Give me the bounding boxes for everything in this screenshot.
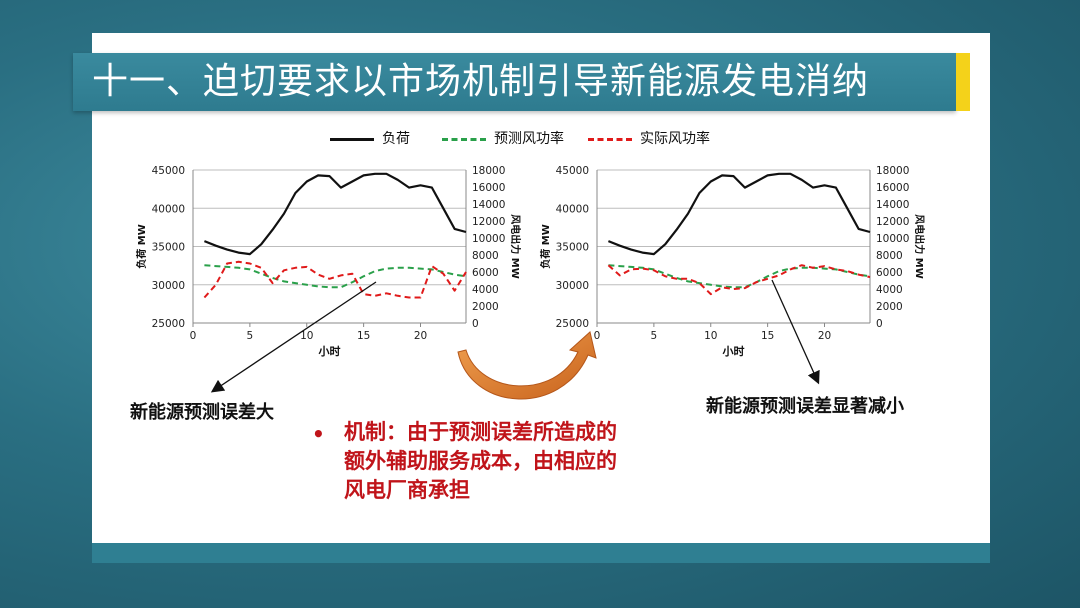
y-axis-label: 负荷 MW — [135, 224, 148, 268]
y-tick-label: 35000 — [152, 242, 185, 254]
title-accent-bar — [956, 53, 970, 111]
y2-tick-label: 16000 — [876, 182, 909, 194]
bullet-point: • 机制：由于预测误差所造成的 额外辅助服务成本，由相应的 风电厂商承担 — [312, 418, 712, 505]
y-tick-label: 25000 — [556, 318, 589, 330]
y2-tick-label: 2000 — [472, 301, 499, 313]
x-axis-label: 小时 — [722, 344, 745, 358]
bullet-line-3: 风电厂商承担 — [344, 478, 470, 502]
x-tick-label: 10 — [704, 330, 717, 342]
legend-swatch-actual — [588, 138, 632, 141]
slide-background — [92, 33, 990, 543]
legend-label-load: 负荷 — [382, 131, 410, 147]
y2-tick-label: 16000 — [472, 182, 505, 194]
x-tick-label: 5 — [651, 330, 658, 342]
y2-tick-label: 6000 — [876, 267, 903, 279]
x-tick-label: 0 — [190, 330, 197, 342]
y2-tick-label: 2000 — [876, 301, 903, 313]
y2-tick-label: 14000 — [472, 199, 505, 211]
y2-axis-label: 风电出力 MW — [509, 214, 522, 278]
y2-tick-label: 10000 — [472, 233, 505, 245]
legend-swatch-load — [330, 138, 374, 141]
y2-tick-label: 8000 — [876, 250, 903, 262]
y2-tick-label: 18000 — [472, 165, 505, 177]
y2-tick-label: 12000 — [876, 216, 909, 228]
slide-bottom-band — [92, 543, 990, 563]
y-tick-label: 45000 — [152, 165, 185, 177]
chart-right: 25000 30000 35000 40000 45000 0 2000 4000 6000 80… — [539, 165, 926, 358]
annotation-pointer-right — [771, 279, 820, 385]
legend-label-actual: 实际风功率 — [640, 131, 710, 147]
series-line-0 — [607, 172, 871, 256]
annotation-pointer-left — [210, 281, 377, 393]
y2-tick-label: 4000 — [472, 284, 499, 296]
y-tick-label: 40000 — [556, 203, 589, 215]
y-tick-label: 30000 — [556, 280, 589, 292]
y2-axis-label: 风电出力 MW — [913, 214, 926, 278]
y-axis-label: 负荷 MW — [539, 224, 552, 268]
legend-swatch-forecast — [442, 138, 486, 141]
y-tick-label: 40000 — [152, 203, 185, 215]
y2-tick-label: 14000 — [876, 199, 909, 211]
series-line-1 — [204, 264, 467, 289]
x-tick-label: 5 — [247, 330, 254, 342]
series-line-2 — [607, 264, 871, 296]
y2-tick-label: 18000 — [876, 165, 909, 177]
y2-tick-label: 0 — [472, 318, 479, 330]
y-tick-label: 25000 — [152, 318, 185, 330]
y2-tick-label: 6000 — [472, 267, 499, 279]
x-tick-label: 20 — [818, 330, 831, 342]
series-line-2 — [203, 260, 467, 299]
annotation-left: 新能源预测误差大 — [130, 402, 274, 423]
slide-title: 十一、迫切要求以市场机制引导新能源发电消纳 — [92, 61, 870, 102]
y2-tick-label: 10000 — [876, 233, 909, 245]
y2-tick-label: 8000 — [472, 250, 499, 262]
bullet-dot-icon: • — [312, 422, 325, 446]
x-tick-label: 20 — [414, 330, 427, 342]
y2-tick-label: 4000 — [876, 284, 903, 296]
y-tick-label: 30000 — [152, 280, 185, 292]
bullet-line-2: 额外辅助服务成本，由相应的 — [344, 449, 617, 473]
y-tick-label: 45000 — [556, 165, 589, 177]
x-tick-label: 15 — [761, 330, 774, 342]
series-line-1 — [608, 264, 871, 289]
x-tick-label: 10 — [300, 330, 313, 342]
x-axis-label: 小时 — [318, 344, 341, 358]
annotation-right: 新能源预测误差显著减小 — [706, 396, 904, 417]
chart-left: 25000 30000 35000 40000 45000 0 2000 4000 6000 80… — [135, 165, 522, 358]
title-bar — [73, 53, 956, 111]
legend-label-forecast: 预测风功率 — [494, 131, 564, 147]
x-tick-label: 0 — [594, 330, 601, 342]
transition-arrow — [457, 331, 597, 400]
y2-tick-label: 0 — [876, 318, 883, 330]
series-line-0 — [203, 172, 467, 256]
bullet-line-1: 机制：由于预测误差所造成的 — [344, 420, 617, 444]
y2-tick-label: 12000 — [472, 216, 505, 228]
x-tick-label: 15 — [357, 330, 370, 342]
y-tick-label: 35000 — [556, 242, 589, 254]
